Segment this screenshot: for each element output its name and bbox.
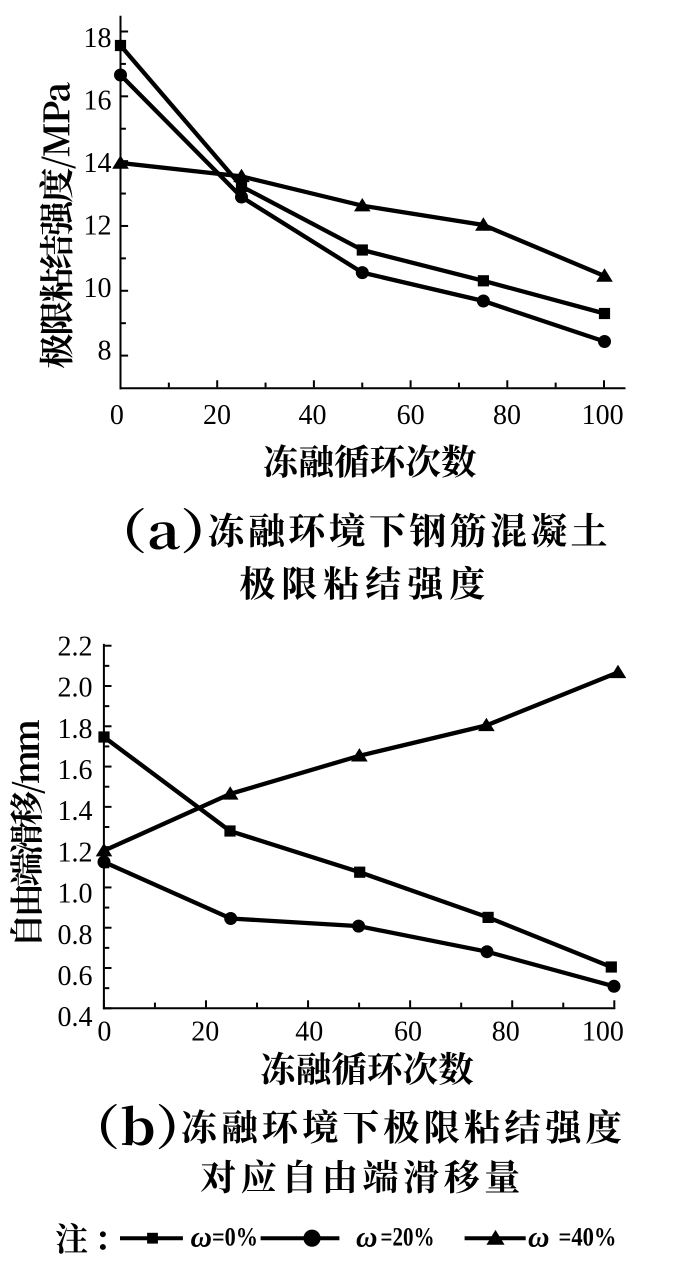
svg-text:12: 12 — [84, 210, 112, 241]
svg-text:0.6: 0.6 — [58, 961, 93, 992]
svg-text:0: 0 — [110, 400, 124, 431]
svg-text:ω: ω — [191, 1222, 213, 1254]
svg-text:0.4: 0.4 — [58, 1002, 93, 1033]
svg-text:10: 10 — [84, 273, 112, 304]
svg-text:14: 14 — [84, 148, 112, 179]
svg-text:18: 18 — [84, 23, 112, 54]
svg-text:20: 20 — [191, 1017, 219, 1048]
svg-text:0.8: 0.8 — [58, 920, 93, 951]
svg-text:80: 80 — [492, 1017, 520, 1048]
svg-text:20: 20 — [203, 400, 231, 431]
svg-text:2.2: 2.2 — [58, 631, 93, 662]
svg-text:=20%: =20% — [381, 1222, 435, 1252]
svg-text:ω: ω — [356, 1222, 378, 1254]
svg-text:1.2: 1.2 — [58, 837, 93, 868]
svg-text:=40%: =40% — [559, 1222, 617, 1252]
svg-text:1.6: 1.6 — [58, 755, 93, 786]
svg-text:16: 16 — [84, 86, 112, 117]
svg-text:100: 100 — [582, 400, 624, 431]
svg-text:8: 8 — [98, 335, 112, 366]
svg-text:0: 0 — [97, 1017, 111, 1048]
svg-text:100: 100 — [582, 1017, 624, 1048]
svg-text:ω: ω — [528, 1222, 550, 1254]
svg-text:1.8: 1.8 — [58, 714, 93, 745]
svg-text:40: 40 — [295, 1017, 323, 1048]
svg-text:60: 60 — [397, 400, 425, 431]
svg-text:80: 80 — [493, 400, 521, 431]
svg-text:1.4: 1.4 — [58, 796, 93, 827]
svg-text:1.0: 1.0 — [58, 879, 93, 910]
svg-text:40: 40 — [299, 400, 327, 431]
svg-text:60: 60 — [394, 1017, 422, 1048]
svg-text:2.0: 2.0 — [58, 673, 93, 704]
svg-text:=0%: =0% — [212, 1222, 258, 1252]
